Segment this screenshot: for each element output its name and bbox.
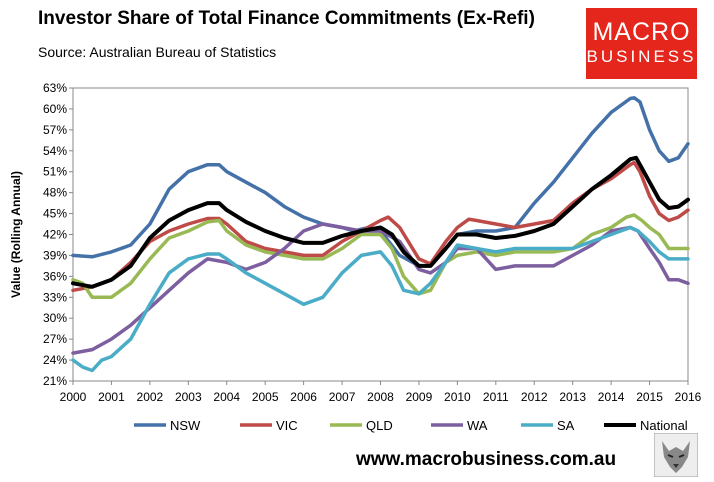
y-tick-label: 36% [43, 269, 67, 283]
legend-label-wa: WA [467, 418, 488, 433]
legend-label-sa: SA [557, 418, 575, 433]
y-tick-label: 45% [43, 207, 67, 221]
x-tick-label: 2007 [329, 390, 356, 404]
x-tick-label: 2005 [252, 390, 279, 404]
y-tick-label: 30% [43, 311, 67, 325]
x-tick-label: 2010 [444, 390, 471, 404]
y-tick-label: 63% [43, 81, 67, 95]
x-tick-label: 2012 [521, 390, 548, 404]
y-tick-label: 42% [43, 228, 67, 242]
logo-line-1: MACRO [592, 18, 691, 46]
y-tick-label: 39% [43, 248, 67, 262]
x-tick-label: 2014 [598, 390, 625, 404]
series-line-sa [71, 225, 690, 373]
logo-line-2: BUSINESS [586, 47, 697, 66]
x-tick-label: 2002 [137, 390, 164, 404]
x-tick-label: 2016 [675, 390, 702, 404]
brand-logo: MACRO BUSINESS [586, 8, 697, 79]
y-tick-label: 33% [43, 290, 67, 304]
series-line-national [71, 155, 690, 289]
x-tick-label: 2008 [367, 390, 394, 404]
y-axis-label: Value (Rolling Annual) [9, 171, 23, 298]
x-tick-label: 2006 [290, 390, 317, 404]
x-tick-label: 2011 [483, 390, 509, 404]
footer-url: www.macrobusiness.com.au [356, 449, 617, 470]
x-tick-label: 2001 [98, 390, 125, 404]
x-tick-label: 2015 [636, 390, 663, 404]
legend-label-qld: QLD [366, 418, 393, 433]
legend-label-nsw: NSW [170, 418, 201, 433]
y-tick-label: 27% [43, 332, 67, 346]
series-line-nsw [71, 96, 690, 268]
chart-title: Investor Share of Total Finance Commitme… [38, 8, 535, 29]
y-tick-label: 48% [43, 186, 67, 200]
legend-label-national: National [640, 418, 688, 433]
x-tick-label: 2009 [406, 390, 433, 404]
wolf-icon [654, 433, 698, 477]
y-tick-label: 51% [43, 165, 67, 179]
y-tick-label: 60% [43, 102, 67, 116]
chart-source: Source: Australian Bureau of Statistics [38, 44, 277, 60]
legend-label-vic: VIC [276, 418, 298, 433]
series-line-qld [71, 213, 690, 300]
y-tick-label: 21% [43, 374, 67, 388]
x-tick-label: 2013 [559, 390, 586, 404]
x-tick-label: 2004 [213, 390, 240, 404]
y-tick-label: 54% [43, 144, 67, 158]
x-tick-label: 2000 [60, 390, 87, 404]
y-tick-label: 57% [43, 123, 67, 137]
series-line-vic [71, 160, 690, 293]
y-tick-label: 24% [43, 353, 67, 367]
x-tick-label: 2003 [175, 390, 202, 404]
